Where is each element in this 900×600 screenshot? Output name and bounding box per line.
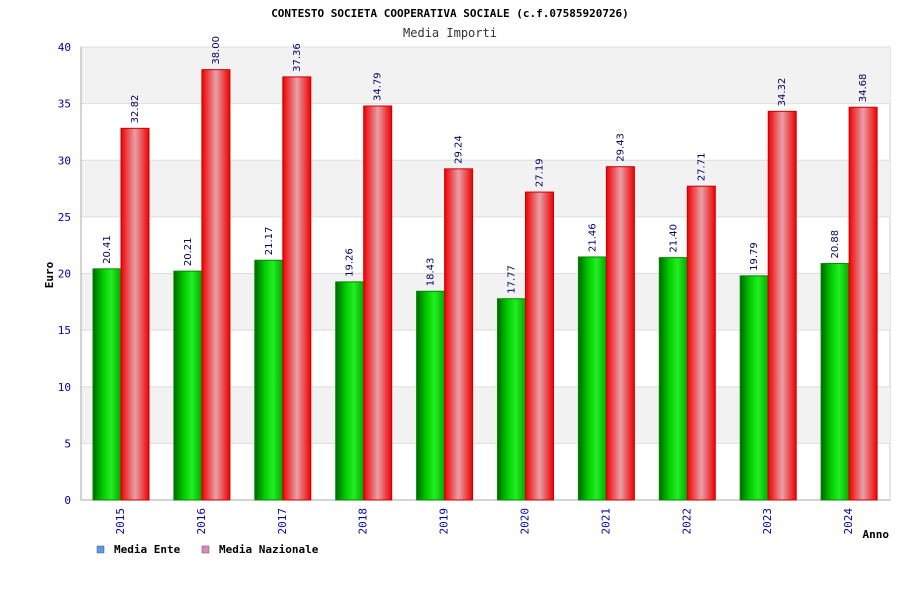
bar-media-nazionale-2020: [525, 191, 554, 501]
y-tick-label: 5: [64, 437, 71, 450]
legend-label: Media Ente: [114, 543, 181, 556]
bar-media-nazionale-2015: [120, 127, 150, 501]
data-label: 18.43: [426, 258, 437, 287]
data-label: 20.41: [102, 235, 113, 264]
bar-media-ente-2022: [658, 257, 688, 501]
y-tick-label: 30: [58, 154, 71, 167]
y-tick-label: 10: [58, 381, 71, 394]
bar-media-nazionale-2016: [201, 69, 231, 501]
y-axis-label: Euro: [43, 261, 56, 288]
bar-media-nazionale-2021: [605, 166, 635, 501]
bars-group: [92, 69, 878, 501]
chart-subtitle: Media Importi: [403, 26, 497, 40]
x-tick-label: 2021: [599, 508, 612, 535]
x-tick-label: 2018: [357, 508, 370, 535]
bar-media-ente-2015: [92, 268, 122, 501]
data-label: 19.79: [749, 242, 760, 271]
data-label: 21.40: [668, 224, 679, 253]
x-tick-label: 2023: [761, 508, 774, 535]
data-label: 19.26: [345, 248, 356, 277]
bar-media-ente-2020: [497, 298, 526, 501]
legend-label: Media Nazionale: [219, 543, 319, 556]
chart-title: CONTESTO SOCIETA COOPERATIVA SOCIALE (c.…: [271, 7, 629, 20]
x-tick-label: 2020: [519, 508, 532, 535]
data-label: 34.79: [373, 72, 384, 101]
data-label: 29.43: [615, 133, 626, 162]
data-label: 32.82: [130, 95, 141, 124]
x-tick-label: 2024: [842, 508, 855, 535]
legend-swatch: [201, 545, 210, 554]
x-tick-label: 2017: [276, 508, 289, 535]
bar-media-ente-2018: [335, 281, 365, 501]
bar-media-nazionale-2017: [282, 76, 312, 501]
data-labels: 20.41 32.82 20.21 38.00 21.17 37.36 19.26 34.79…: [102, 36, 869, 294]
x-tick-label: 2016: [195, 508, 208, 535]
data-label: 20.21: [183, 237, 194, 266]
bar-media-nazionale-2022: [686, 185, 716, 501]
bar-media-nazionale-2018: [363, 105, 393, 501]
bar-media-ente-2024: [820, 263, 850, 501]
data-label: 29.24: [454, 135, 465, 164]
bar-media-ente-2019: [416, 290, 446, 501]
data-label: 27.71: [696, 153, 707, 182]
bar-media-ente-2017: [254, 259, 284, 501]
bar-media-nazionale-2024: [848, 106, 878, 501]
y-tick-label: 40: [58, 41, 71, 54]
y-tick-label: 0: [64, 494, 71, 507]
data-label: 38.00: [211, 36, 222, 65]
legend-swatch: [96, 545, 105, 554]
bar-media-ente-2016: [173, 270, 203, 501]
x-tick-label: 2015: [114, 508, 127, 535]
y-tick-label: 15: [58, 324, 71, 337]
bar-media-ente-2021: [577, 256, 607, 501]
data-label: 17.77: [507, 265, 518, 294]
data-label: 21.17: [264, 227, 275, 256]
x-tick-label: 2019: [438, 508, 451, 535]
y-tick-label: 20: [58, 268, 71, 281]
x-tick-label: 2022: [680, 508, 693, 535]
x-axis-label: Anno: [863, 528, 890, 541]
legend: Media Ente Media Nazionale: [96, 543, 319, 556]
data-label: 20.88: [830, 230, 841, 259]
data-label: 37.36: [292, 43, 303, 72]
y-tick-label: 35: [58, 98, 71, 111]
bar-media-nazionale-2023: [767, 110, 797, 501]
data-label: 21.46: [587, 223, 598, 252]
data-label: 27.19: [535, 158, 546, 187]
y-axis-ticks: 0 5 10 15 20 25 30 35 40: [58, 41, 71, 507]
data-label: 34.32: [777, 78, 788, 107]
bar-media-nazionale-2019: [444, 168, 474, 501]
bar-media-ente-2023: [739, 275, 769, 501]
y-tick-label: 25: [58, 211, 71, 224]
data-label: 34.68: [858, 74, 869, 103]
x-axis-ticks: 2015 2016 2017 2018 2019 2020 2021 2022 2023 2024: [114, 508, 855, 535]
